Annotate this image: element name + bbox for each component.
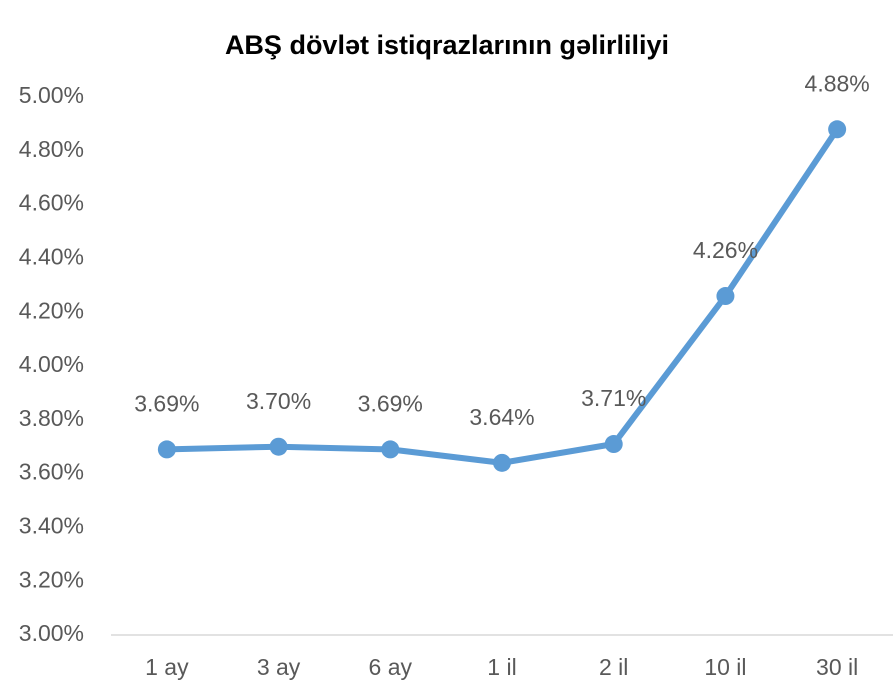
marker xyxy=(269,437,288,456)
data-label: 4.26% xyxy=(693,237,758,263)
data-label: 3.69% xyxy=(358,390,423,416)
marker xyxy=(381,440,400,459)
x-tick-label: 10 il xyxy=(704,654,746,680)
y-tick-label: 4.20% xyxy=(19,297,84,323)
data-label: 4.88% xyxy=(805,70,870,96)
y-tick-label: 3.00% xyxy=(19,620,84,646)
y-tick-label: 3.20% xyxy=(19,566,84,592)
x-tick-label: 3 ay xyxy=(257,654,301,680)
x-tick-label: 1 ay xyxy=(145,654,189,680)
y-tick-label: 3.60% xyxy=(19,459,84,485)
marker xyxy=(157,440,176,459)
x-tick-label: 30 il xyxy=(816,654,858,680)
data-label: 3.70% xyxy=(246,388,311,414)
y-tick-label: 4.40% xyxy=(19,243,84,269)
y-tick-label: 3.40% xyxy=(19,512,84,538)
chart-title: ABŞ dövlət istiqrazlarının gəlirliliyi xyxy=(225,30,669,60)
data-label: 3.69% xyxy=(134,390,199,416)
marker xyxy=(604,435,623,454)
y-tick-label: 4.80% xyxy=(19,136,84,162)
marker xyxy=(716,287,735,306)
x-tick-label: 2 il xyxy=(599,654,628,680)
marker xyxy=(828,120,847,139)
y-tick-label: 5.00% xyxy=(19,82,84,108)
data-label: 3.71% xyxy=(581,385,646,411)
marker xyxy=(493,453,511,472)
x-tick-label: 6 ay xyxy=(369,654,413,680)
data-label: 3.64% xyxy=(469,404,534,430)
y-tick-label: 4.60% xyxy=(19,190,84,216)
x-tick-label: 1 il xyxy=(487,654,516,680)
y-tick-label: 4.00% xyxy=(19,351,84,377)
y-tick-label: 3.80% xyxy=(19,405,84,431)
